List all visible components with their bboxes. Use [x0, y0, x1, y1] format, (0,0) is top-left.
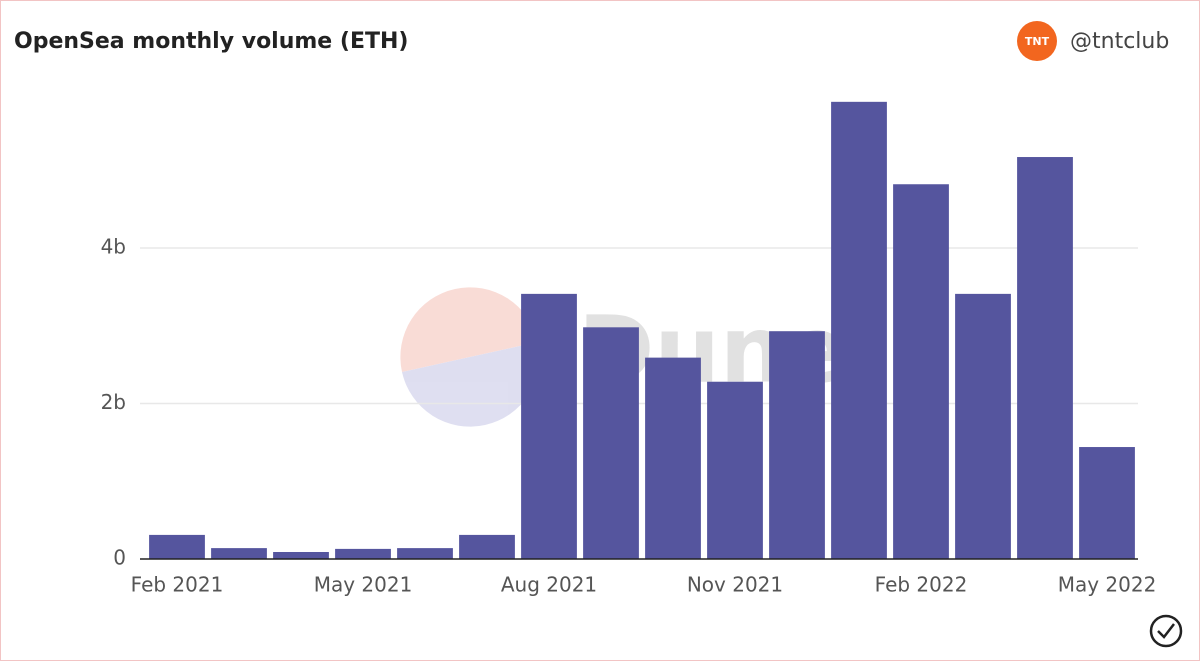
y-tick-label: 2b: [101, 390, 126, 414]
bar: [459, 534, 515, 559]
bar: [335, 548, 391, 559]
watermark-bottom: [402, 342, 540, 427]
bar: [583, 327, 639, 559]
watermark-top: [400, 287, 538, 372]
bar: [831, 101, 887, 559]
check-icon[interactable]: [1149, 614, 1183, 648]
logo-text: TNT: [1025, 35, 1050, 48]
bar: [645, 357, 701, 559]
bar: [1079, 447, 1135, 559]
x-tick-label: May 2021: [314, 573, 413, 597]
bar: [397, 548, 453, 559]
x-tick-label: May 2022: [1058, 573, 1157, 597]
x-tick-label: Nov 2021: [687, 573, 783, 597]
chart-title: OpenSea monthly volume (ETH): [14, 29, 408, 54]
y-tick-label: 0: [113, 546, 126, 570]
x-tick-label: Feb 2021: [131, 573, 224, 597]
bar: [1017, 157, 1073, 559]
bar: [955, 293, 1011, 559]
bar: [707, 381, 763, 559]
y-tick-label: 4b: [101, 235, 126, 259]
bar: [893, 184, 949, 559]
bar: [273, 552, 329, 559]
bar: [211, 548, 267, 559]
x-tick-label: Feb 2022: [875, 573, 968, 597]
bar: [149, 534, 205, 559]
x-tick-label: Aug 2021: [501, 573, 597, 597]
logo: [1017, 21, 1057, 61]
author: @tntclub: [1070, 29, 1169, 54]
bar: [769, 331, 825, 559]
bar: [521, 293, 577, 559]
